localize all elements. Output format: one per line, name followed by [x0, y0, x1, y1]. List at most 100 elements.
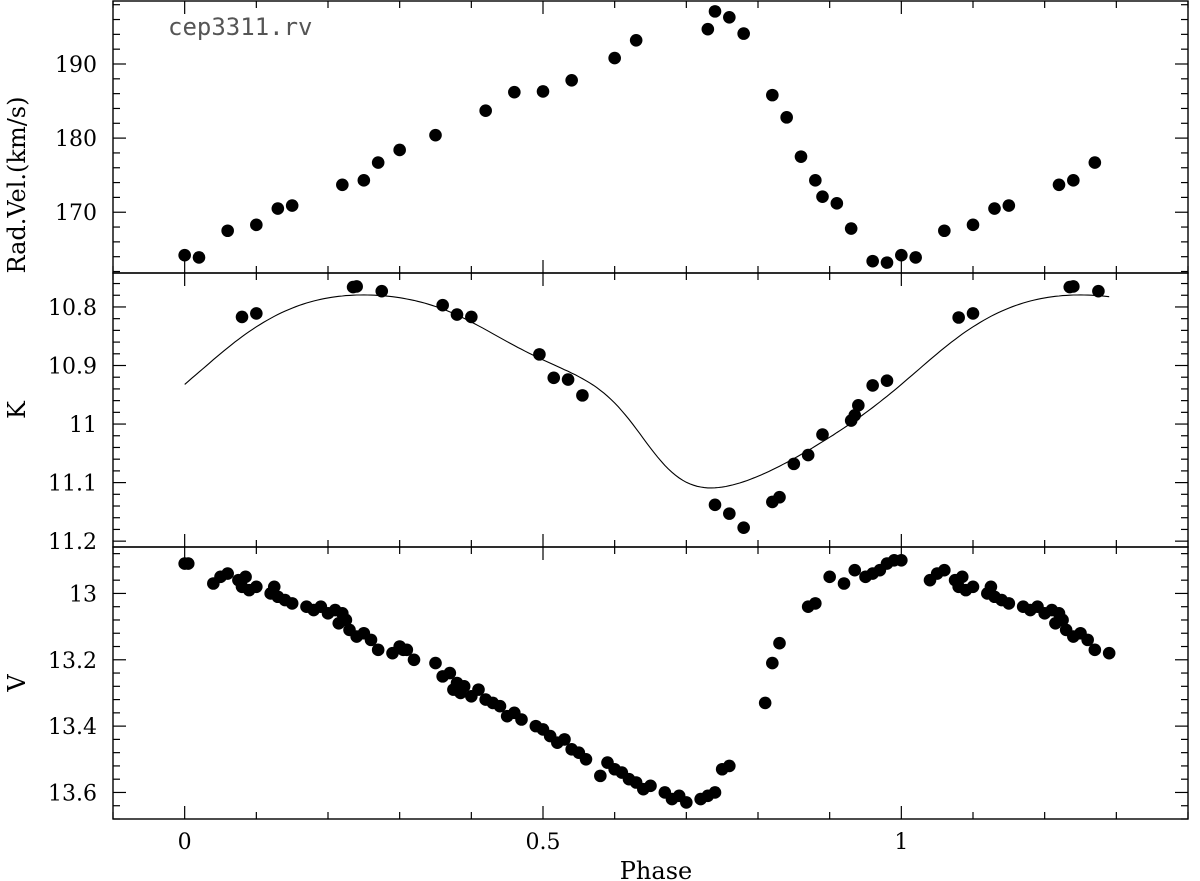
data-point [515, 713, 528, 726]
data-point [285, 199, 299, 212]
data-point [1092, 284, 1105, 298]
data-point [816, 190, 829, 203]
data-point [984, 580, 998, 594]
data-point [766, 656, 779, 670]
data-point [465, 310, 478, 324]
data-point [579, 752, 593, 766]
data-point [880, 374, 894, 388]
data-point [472, 683, 485, 696]
data-point [576, 389, 589, 402]
panel-V: 13 13.2 13.4 13.6 V 0 0.5 1 [3, 546, 1189, 855]
data-point [558, 733, 571, 746]
y-tick-label: 10.8 [48, 296, 97, 321]
data-point [1088, 156, 1102, 169]
data-point [723, 507, 736, 520]
data-point [809, 174, 822, 187]
y-tick-label: 13 [69, 582, 97, 607]
data-point [866, 379, 879, 392]
data-point [852, 399, 865, 412]
data-point [708, 498, 722, 512]
data-point [250, 307, 263, 320]
data-point [429, 656, 442, 670]
data-point [787, 457, 801, 471]
data-point [801, 448, 815, 462]
data-point [758, 696, 772, 710]
panels-group: 170 180 190 Rad.Vel.(km/s) 10.8 10.9 11 11.1 11.… [3, 0, 1189, 855]
panel-K: 10.8 10.9 11 11.1 11.2 K [3, 272, 1189, 555]
data-point [780, 111, 793, 124]
data-point [1052, 178, 1066, 192]
data-point [680, 796, 693, 809]
data-point [375, 284, 389, 298]
data-point [235, 310, 249, 324]
fit-curve [184, 294, 1110, 489]
data-point [1056, 613, 1069, 627]
data-point [966, 218, 980, 232]
data-point [608, 51, 621, 65]
data-point [250, 580, 263, 594]
data-point [271, 202, 285, 215]
data-point [221, 224, 234, 238]
y-tick-label: 11.1 [48, 472, 97, 497]
y-axis-label: V [3, 674, 31, 693]
data-point [267, 580, 281, 594]
data-point [823, 570, 836, 584]
data-point [816, 428, 829, 441]
y-tick-label: 11 [69, 413, 97, 438]
data-point [1002, 597, 1016, 610]
data-point [848, 408, 862, 422]
data-point [844, 222, 858, 235]
y-tick-label: 170 [55, 201, 97, 226]
data-point [866, 254, 879, 268]
data-point [336, 178, 349, 192]
data-point [536, 85, 550, 98]
data-point [561, 373, 575, 386]
data-point [1102, 646, 1116, 660]
data-point [239, 570, 252, 584]
data-point [723, 759, 736, 773]
data-point [429, 128, 442, 142]
chart-title: cep3311.rv [168, 13, 313, 41]
data-point [837, 577, 851, 590]
x-tick-label: 0.5 [526, 830, 561, 855]
data-point [955, 570, 969, 584]
panel-frame [112, 546, 1189, 820]
data-point [1081, 633, 1094, 647]
data-point [1002, 199, 1016, 212]
data-point [895, 248, 908, 262]
data-point [708, 786, 722, 799]
data-point [773, 490, 786, 504]
data-point [565, 74, 578, 87]
data-point [909, 251, 922, 264]
data-point [766, 88, 779, 102]
data-point [952, 311, 965, 324]
data-point [285, 597, 299, 610]
data-point [988, 202, 1001, 215]
data-point [594, 769, 607, 783]
data-point [938, 563, 951, 577]
data-point [443, 666, 457, 680]
data-point [436, 298, 449, 312]
data-point [250, 218, 263, 232]
y-tick-label: 13.2 [48, 649, 97, 674]
y-tick-label: 180 [55, 127, 97, 152]
data-point [192, 251, 206, 264]
data-point [371, 643, 385, 657]
panel-frame [112, 272, 1189, 548]
x-tick-label: 0 [178, 830, 192, 855]
data-point [221, 567, 234, 580]
panel-frame [112, 0, 1189, 274]
data-point [508, 85, 521, 99]
data-point [966, 580, 980, 594]
y-tick-label: 10.9 [48, 355, 97, 380]
data-point [737, 27, 750, 40]
data-point [809, 597, 822, 610]
data-point [938, 224, 951, 238]
data-point [533, 348, 546, 361]
data-point [794, 150, 808, 163]
x-axis-label: Phase [620, 857, 692, 881]
panel-rv: 170 180 190 Rad.Vel.(km/s) [3, 0, 1189, 274]
data-point [371, 156, 385, 169]
y-tick-label: 13.6 [48, 781, 97, 806]
data-point [629, 33, 643, 47]
